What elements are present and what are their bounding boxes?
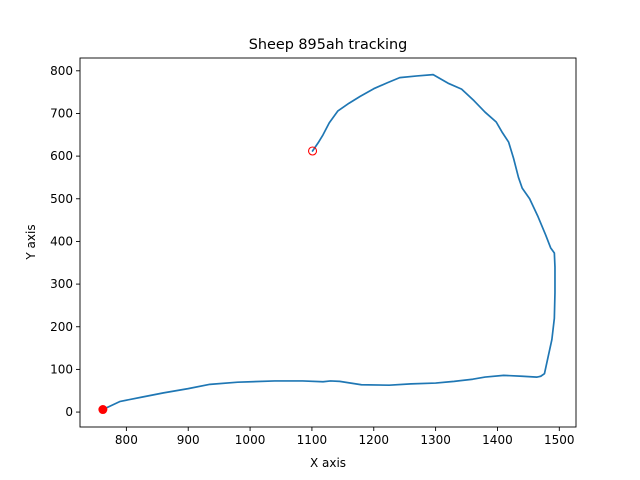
x-tick-label: 1200 [358, 433, 389, 447]
y-tick-label: 700 [50, 106, 73, 120]
end-marker [98, 405, 108, 415]
x-tick-label: 900 [177, 433, 200, 447]
x-tick-label: 1400 [482, 433, 513, 447]
x-tick-label: 1000 [235, 433, 266, 447]
axes-frame [79, 57, 577, 428]
x-tick-label: 1300 [420, 433, 451, 447]
plot-area: 800 900 1000 1100 1200 1300 1400 1500 0 100 200 300… [50, 57, 577, 447]
x-tick-label: 1100 [297, 433, 328, 447]
x-tick-label: 800 [115, 433, 138, 447]
trajectory-line [102, 73, 556, 411]
y-tick-label: 800 [50, 64, 73, 78]
chart-title: Sheep 895ah tracking [249, 37, 408, 53]
y-tick-label: 300 [50, 277, 73, 291]
y-tick-label: 600 [50, 149, 73, 163]
y-tick-label: 0 [65, 405, 73, 419]
y-tick-label: 400 [50, 234, 73, 248]
x-tick-label: 1500 [544, 433, 575, 447]
y-axis-title: Y axis [24, 224, 38, 260]
y-tick-label: 100 [50, 362, 73, 376]
start-marker [307, 146, 318, 156]
y-tick-label: 200 [50, 320, 73, 334]
x-axis-title: X axis [310, 456, 346, 470]
y-tick-label: 500 [50, 192, 73, 206]
